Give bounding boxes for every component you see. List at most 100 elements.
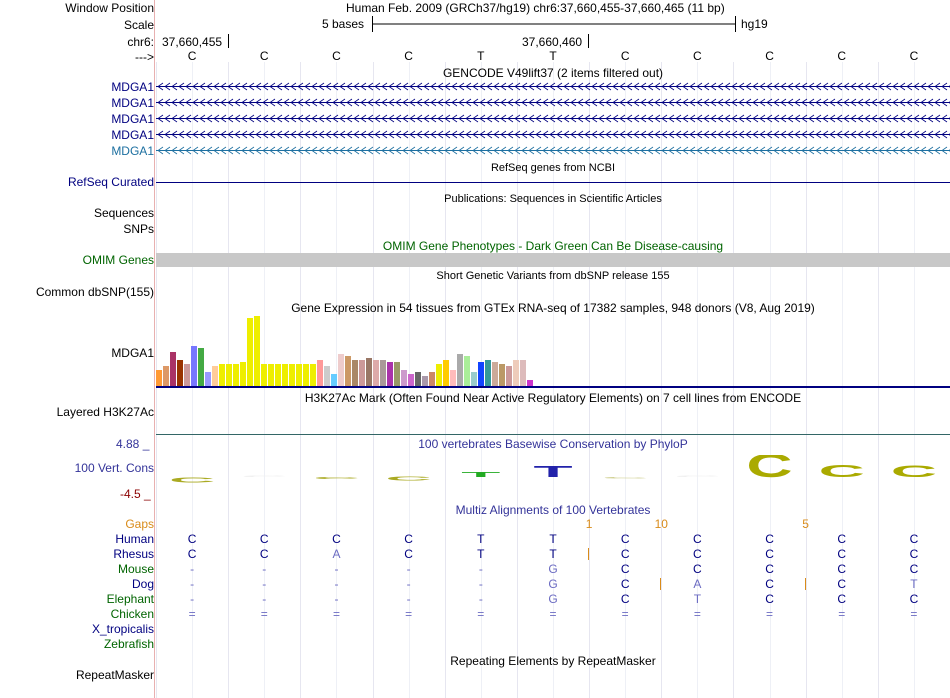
aligned-base: G	[548, 577, 558, 591]
refseq-gene-line[interactable]	[156, 182, 950, 183]
refseq-label[interactable]: RefSeq Curated	[67, 175, 154, 189]
gtex-tissue-bar	[387, 362, 393, 386]
coord-mid-tick	[588, 34, 589, 48]
species-label[interactable]: Human	[115, 532, 154, 546]
aligned-base: C	[837, 577, 847, 591]
aligned-base: T	[693, 592, 702, 606]
gencode-transcript-line[interactable]	[156, 82, 950, 91]
species-label[interactable]: X_tropicalis	[91, 622, 154, 636]
snps-label[interactable]: SNPs	[123, 222, 154, 236]
species-label[interactable]: Mouse	[117, 562, 154, 576]
base-letter: C	[693, 49, 702, 63]
gtex-title[interactable]: Gene Expression in 54 tissues from GTEx …	[291, 301, 815, 315]
sequences-label[interactable]: Sequences	[93, 206, 154, 220]
gtex-tissue-bar	[317, 360, 323, 386]
gtex-tissue-bar	[373, 360, 379, 386]
gtex-label[interactable]: MDGA1	[111, 346, 154, 360]
refseq-title[interactable]: RefSeq genes from NCBI	[490, 162, 616, 174]
label-separator	[154, 0, 155, 698]
aligned-base: C	[765, 562, 774, 576]
aligned-base: =	[405, 607, 413, 621]
conservation-base-glyph: C	[602, 477, 648, 479]
gencode-transcript-line[interactable]	[156, 130, 950, 139]
base-letter: C	[259, 49, 269, 63]
gtex-tissue-bar	[359, 360, 365, 386]
conservation-base-glyph: C	[674, 475, 720, 477]
h3k27ac-label[interactable]: Layered H3K27Ac	[56, 405, 154, 419]
gtex-tissue-bar	[296, 364, 302, 386]
gencode-transcript-line[interactable]	[156, 114, 950, 123]
gtex-bar-chart[interactable]	[156, 316, 536, 386]
species-label[interactable]: Elephant	[106, 592, 154, 606]
scale-bar	[372, 16, 736, 32]
aligned-base: C	[765, 532, 774, 546]
coord-left: 37,660,455	[162, 35, 223, 49]
gtex-tissue-bar	[513, 360, 519, 386]
gencode-transcript-line[interactable]	[156, 146, 950, 155]
strand-label: --->	[135, 50, 154, 64]
gtex-tissue-bar	[163, 366, 169, 386]
gencode-item-label[interactable]: MDGA1	[111, 80, 154, 94]
gaps-label: Gaps	[125, 517, 154, 531]
species-label[interactable]: Dog	[131, 577, 154, 591]
h3k27ac-baseline	[156, 434, 950, 435]
dbsnp-label[interactable]: Common dbSNP(155)	[35, 285, 154, 299]
aligned-base: -	[190, 592, 195, 606]
conservation-label[interactable]: 100 Vert. Cons	[74, 461, 154, 475]
aligned-base: C	[837, 592, 847, 606]
conservation-title[interactable]: 100 vertebrates Basewise Conservation by…	[418, 437, 688, 451]
omim-title[interactable]: OMIM Gene Phenotypes - Dark Green Can Be…	[382, 239, 724, 253]
aligned-base: =	[549, 607, 557, 621]
h3k27ac-title[interactable]: H3K27Ac Mark (Often Found Near Active Re…	[304, 391, 802, 405]
aligned-base: C	[765, 547, 774, 561]
repeatmasker-label[interactable]: RepeatMasker	[75, 668, 154, 682]
aligned-base: -	[406, 592, 411, 606]
aligned-base: C	[837, 562, 847, 576]
aligned-base: =	[260, 607, 268, 621]
gtex-tissue-bar	[443, 360, 449, 386]
gap-count: 10	[654, 517, 668, 531]
gap-count: 5	[802, 517, 809, 531]
gencode-item-label[interactable]: MDGA1	[111, 112, 154, 126]
aligned-base: =	[332, 607, 340, 621]
aligned-base: T	[549, 532, 557, 546]
gencode-title[interactable]: GENCODE V49lift37 (2 items filtered out)	[442, 66, 664, 80]
multiz-title[interactable]: Multiz Alignments of 100 Vertebrates	[455, 503, 651, 517]
gencode-item-label[interactable]: MDGA1	[111, 144, 154, 158]
gencode-item-label[interactable]: MDGA1	[111, 128, 154, 142]
aligned-base: C	[187, 547, 197, 561]
gencode-item-label[interactable]: MDGA1	[111, 96, 154, 110]
aligned-base: =	[477, 607, 485, 621]
conservation-logo[interactable]: C C C C T T C C C C C	[156, 455, 950, 485]
base-letter: T	[477, 49, 485, 63]
omim-gene-bar[interactable]	[156, 253, 950, 267]
conservation-base-glyph: C	[891, 462, 937, 481]
scale-text: 5 bases	[322, 17, 365, 31]
aligned-base: C	[693, 532, 702, 546]
dbsnp-title[interactable]: Short Genetic Variants from dbSNP releas…	[436, 270, 670, 282]
conservation-base-glyph: C	[313, 476, 359, 479]
species-label[interactable]: Chicken	[110, 607, 154, 621]
repeatmasker-title[interactable]: Repeating Elements by RepeatMasker	[450, 654, 656, 668]
gtex-tissue-bar	[303, 364, 309, 386]
gencode-transcript-line[interactable]	[156, 98, 950, 107]
scale-assembly: hg19	[741, 17, 768, 31]
omim-label[interactable]: OMIM Genes	[82, 253, 154, 267]
gtex-tissue-bar	[478, 362, 484, 386]
aligned-base: -	[478, 592, 483, 606]
base-letter: C	[765, 49, 774, 63]
aligned-base: T	[549, 547, 557, 561]
publications-title[interactable]: Publications: Sequences in Scientific Ar…	[444, 193, 662, 205]
gtex-tissue-bar	[254, 316, 260, 386]
aligned-base: =	[910, 607, 918, 621]
conservation-min-label: -4.5 _	[120, 487, 151, 501]
species-label[interactable]: Zebrafish	[103, 637, 154, 651]
aligned-base: C	[909, 592, 919, 606]
gtex-tissue-bar	[506, 366, 512, 386]
aligned-base: C	[765, 577, 774, 591]
species-label[interactable]: Rhesus	[113, 547, 154, 561]
aligned-base: C	[620, 532, 630, 546]
base-letter: C	[909, 49, 919, 63]
gtex-tissue-bar	[212, 366, 218, 386]
base-letter: C	[620, 49, 630, 63]
